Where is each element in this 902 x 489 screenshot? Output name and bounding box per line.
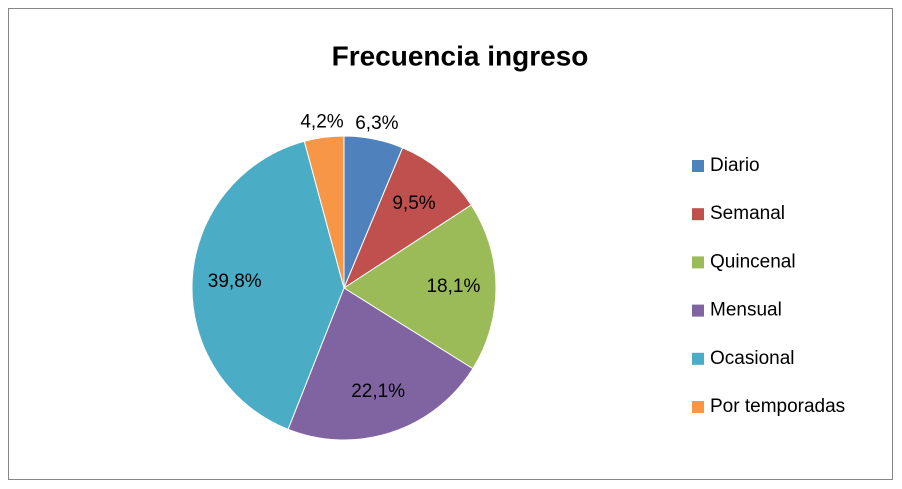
pie-slice <box>287 287 474 441</box>
legend-label: Mensual <box>710 300 782 321</box>
legend-swatch <box>692 304 704 317</box>
chart-title: Frecuencia ingreso <box>332 40 589 71</box>
legend-swatch <box>692 352 704 365</box>
legend-swatch <box>692 208 704 221</box>
legend-label: Quincenal <box>710 251 796 272</box>
data-label: 6,3% <box>355 113 398 134</box>
data-label: 39,8% <box>208 271 262 292</box>
pie-slice <box>303 135 345 289</box>
legend-label: Diario <box>710 155 760 176</box>
pie-slice <box>342 147 472 290</box>
data-label: 9,5% <box>392 193 435 214</box>
legend-swatch <box>692 160 704 172</box>
legend-label: Semanal <box>710 203 785 224</box>
data-label: 4,2% <box>300 111 343 132</box>
pie-slice <box>343 204 497 370</box>
legend-label: Por temporadas <box>710 396 845 417</box>
legend-swatch <box>692 401 704 413</box>
legend-label: Ocasional <box>710 348 795 369</box>
legend-swatch <box>692 256 704 269</box>
data-label: 18,1% <box>426 276 480 297</box>
data-label: 22,1% <box>351 381 405 402</box>
pie-slice <box>191 140 345 430</box>
